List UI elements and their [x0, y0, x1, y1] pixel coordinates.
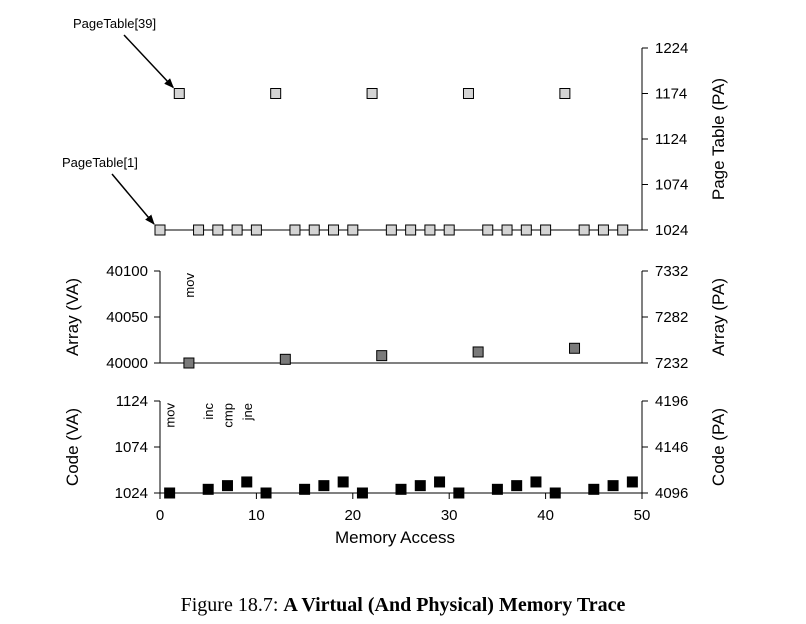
code-right-tick-label: 4096: [655, 485, 688, 502]
pagetable-right-tick-label: 1074: [655, 177, 688, 194]
code-left-axis-label: Code (VA): [63, 408, 82, 486]
code-point: [434, 476, 446, 488]
code-point: [511, 480, 523, 492]
annotation-label: PageTable[1]: [62, 155, 138, 170]
annotation-arrow: [111, 173, 155, 225]
pagetable-point: [231, 224, 243, 236]
code-point: [241, 476, 253, 488]
pagetable-point: [308, 224, 320, 236]
x-tick-label: 50: [634, 507, 651, 524]
pagetable-point: [559, 88, 571, 99]
array-right-tick-label: 7232: [655, 355, 688, 372]
code-point: [453, 487, 465, 499]
array-right-tick-label: 7332: [655, 263, 688, 280]
code-left-tick-label: 1074: [115, 439, 148, 456]
pagetable-point: [270, 88, 282, 99]
code-point: [395, 483, 407, 495]
code-point: [588, 483, 600, 495]
caption-prefix: Figure 18.7:: [180, 594, 279, 616]
instruction-label-jne: jne: [240, 403, 255, 421]
x-tick-label: 40: [537, 507, 554, 524]
instruction-label-mov: mov: [182, 273, 197, 298]
pagetable-right-tick-label: 1224: [655, 40, 688, 57]
code-point: [221, 480, 233, 492]
instruction-label-inc: inc: [201, 403, 216, 420]
pagetable-point: [154, 224, 166, 236]
pagetable-point: [501, 224, 513, 236]
code-point: [202, 483, 214, 495]
pagetable-point: [193, 224, 205, 236]
instruction-label-cmp: cmp: [220, 403, 235, 428]
pagetable-point: [250, 224, 262, 236]
code-left-tick-label: 1124: [116, 393, 148, 410]
x-tick-label: 10: [248, 507, 265, 524]
pagetable-point: [597, 224, 609, 236]
code-point: [491, 483, 503, 495]
caption-title: A Virtual (And Physical) Memory Trace: [283, 594, 626, 616]
code-point: [318, 480, 330, 492]
array-left-tick-label: 40100: [106, 263, 148, 280]
x-tick-label: 30: [441, 507, 458, 524]
code-point: [626, 476, 638, 488]
array-point: [183, 357, 195, 369]
array-left-tick-label: 40000: [106, 355, 148, 372]
pagetable-point: [212, 224, 224, 236]
pagetable-point: [424, 224, 436, 236]
array-right-axis-label: Array (PA): [709, 278, 728, 356]
code-point: [530, 476, 542, 488]
pagetable-right-tick-label: 1174: [655, 86, 687, 103]
array-point: [376, 350, 388, 362]
figure-caption: Figure 18.7: A Virtual (And Physical) Me…: [0, 594, 806, 617]
code-point: [260, 487, 272, 499]
code-point: [549, 487, 561, 499]
pagetable-point: [482, 224, 494, 236]
annotation-label: PageTable[39]: [73, 16, 156, 31]
code-point: [414, 480, 426, 492]
code-left-tick-label: 1024: [115, 485, 148, 502]
pagetable-point: [540, 224, 552, 236]
code-point: [607, 480, 619, 492]
array-right-tick-label: 7282: [655, 309, 688, 326]
pagetable-right-axis-label: Page Table (PA): [709, 78, 728, 200]
pagetable-point: [578, 224, 590, 236]
code-right-tick-label: 4196: [655, 393, 688, 410]
code-right-axis-label: Code (PA): [709, 408, 728, 486]
array-point: [279, 353, 291, 365]
pagetable-point: [617, 224, 629, 236]
pagetable-point: [443, 224, 455, 236]
code-right-tick-label: 4146: [655, 439, 688, 456]
array-point: [569, 342, 581, 354]
pagetable-point: [173, 88, 185, 99]
instruction-label-mov: mov: [163, 403, 178, 428]
pagetable-point: [405, 224, 417, 236]
pagetable-right-tick-label: 1024: [655, 222, 688, 239]
x-axis-label: Memory Access: [335, 528, 455, 547]
pagetable-point: [520, 224, 532, 236]
code-point: [337, 476, 349, 488]
x-tick-label: 0: [156, 507, 164, 524]
array-left-axis-label: Array (VA): [63, 278, 82, 356]
x-tick-label: 20: [344, 507, 361, 524]
pagetable-right-tick-label: 1124: [655, 131, 687, 148]
code-point: [164, 487, 176, 499]
pagetable-point: [347, 224, 359, 236]
pagetable-point: [289, 224, 301, 236]
memory-trace-chart: 1024 1074 1124 1174 1224 Page Table (PA) PageT…: [62, 16, 728, 547]
pagetable-point: [462, 88, 474, 99]
array-left-tick-label: 40050: [106, 309, 148, 326]
pagetable-point: [366, 88, 378, 99]
annotation-arrow: [123, 34, 174, 89]
array-point: [472, 346, 484, 358]
code-point: [356, 487, 368, 499]
code-point: [299, 483, 311, 495]
pagetable-point: [328, 224, 340, 236]
pagetable-point: [385, 224, 397, 236]
